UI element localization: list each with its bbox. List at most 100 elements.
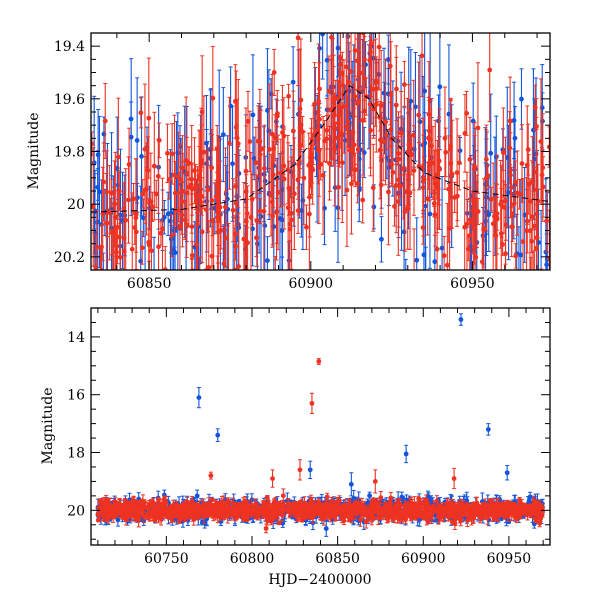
red-band-point	[444, 262, 450, 268]
red-band-point	[373, 102, 379, 107]
red-band-point	[425, 196, 431, 202]
red-band-point	[91, 141, 95, 147]
red-band-point	[266, 147, 272, 152]
red-band-point	[247, 139, 253, 144]
y-tick-label: 19.6	[54, 92, 85, 108]
y-tick-label: 20.2	[54, 250, 85, 266]
red-band-point	[394, 86, 399, 92]
red-band-point	[317, 86, 322, 92]
red-band-point	[243, 168, 249, 174]
red-band-point	[475, 209, 481, 214]
red-band-point	[91, 204, 96, 210]
red-band-point	[514, 190, 520, 196]
blue-band-point	[101, 314, 106, 319]
red-band-point	[109, 190, 114, 196]
red-band-point	[295, 35, 301, 41]
red-band-point	[511, 202, 517, 207]
red-band-point	[166, 177, 172, 182]
red-band-point	[530, 180, 535, 186]
red-band-point	[456, 160, 462, 166]
blue-band-point	[192, 413, 197, 418]
red-band-point	[209, 218, 215, 224]
blue-band-point	[139, 153, 144, 159]
red-band-point	[249, 299, 254, 304]
red-band-point	[355, 181, 361, 187]
red-band-point	[510, 224, 515, 230]
y-tick-label: 19.4	[54, 39, 85, 55]
red-band-point	[471, 224, 477, 230]
red-band-point	[182, 217, 188, 223]
red-band-point	[209, 165, 215, 171]
red-band-point	[121, 235, 127, 241]
red-band-point	[383, 119, 388, 125]
red-band-point	[405, 206, 411, 211]
red-band-point	[223, 204, 228, 210]
red-band-point	[367, 57, 373, 63]
red-band-point	[524, 218, 530, 224]
red-band-point	[199, 229, 205, 235]
red-band-point	[500, 150, 506, 156]
red-band-point	[93, 264, 99, 270]
red-band-point	[176, 174, 181, 180]
blue-band-point	[165, 211, 171, 217]
x-tick-label: 60950	[450, 276, 495, 292]
blue-band-point	[317, 45, 322, 51]
red-band-point	[133, 215, 139, 221]
red-band-point	[528, 295, 533, 300]
blue-band-point	[526, 299, 531, 304]
red-band-point	[393, 183, 399, 188]
red-band-point	[245, 118, 251, 124]
red-band-point	[205, 187, 211, 193]
blue-band-point	[379, 236, 384, 242]
blue-band-point	[128, 116, 134, 122]
red-band-point	[388, 92, 394, 97]
blue-band-point	[320, 33, 326, 37]
red-band-point	[324, 136, 330, 142]
red-band-point	[101, 179, 107, 185]
blue-band-point	[439, 245, 445, 251]
red-band-point	[327, 160, 333, 166]
blue-band-point	[371, 204, 377, 210]
red-band-point	[546, 144, 550, 150]
blue-band-point	[244, 284, 249, 289]
blue-band-point	[544, 262, 550, 268]
top-model-curve	[91, 85, 550, 213]
red-band-point	[345, 79, 351, 85]
red-band-point	[151, 163, 157, 169]
red-band-point	[308, 152, 314, 158]
red-band-point	[498, 201, 504, 207]
red-band-point	[341, 104, 347, 109]
red-band-point	[153, 191, 159, 197]
red-band-point	[355, 13, 360, 18]
red-band-point	[203, 207, 209, 213]
red-band-point	[519, 161, 525, 166]
red-band-point	[281, 133, 287, 139]
red-band-point	[385, 189, 391, 195]
red-band-point	[397, 183, 403, 189]
top-axis-ticks: 60850 60900 60950 19.4 19.6 19.8 20 20.2	[54, 32, 550, 292]
blue-band-point	[423, 273, 428, 278]
red-band-point	[320, 172, 326, 178]
red-band-point	[467, 157, 473, 162]
red-band-point	[278, 170, 284, 176]
blue-band-point	[262, 223, 268, 228]
blue-band-point	[220, 132, 226, 138]
red-band-point	[115, 154, 121, 160]
red-band-point	[254, 218, 260, 224]
red-band-point	[416, 112, 422, 118]
red-band-point	[261, 208, 267, 214]
red-band-point	[230, 207, 236, 213]
red-band-point	[377, 147, 383, 153]
red-band-point	[331, 125, 337, 130]
red-band-point	[297, 106, 303, 112]
red-band-point	[209, 253, 215, 259]
red-band-point	[94, 244, 100, 250]
red-band-point	[140, 191, 146, 197]
red-band-point	[184, 170, 190, 176]
red-band-point	[114, 224, 120, 230]
red-band-point	[162, 267, 168, 270]
red-band-point	[269, 131, 275, 137]
red-band-point	[527, 330, 532, 335]
red-band-point	[378, 182, 384, 188]
